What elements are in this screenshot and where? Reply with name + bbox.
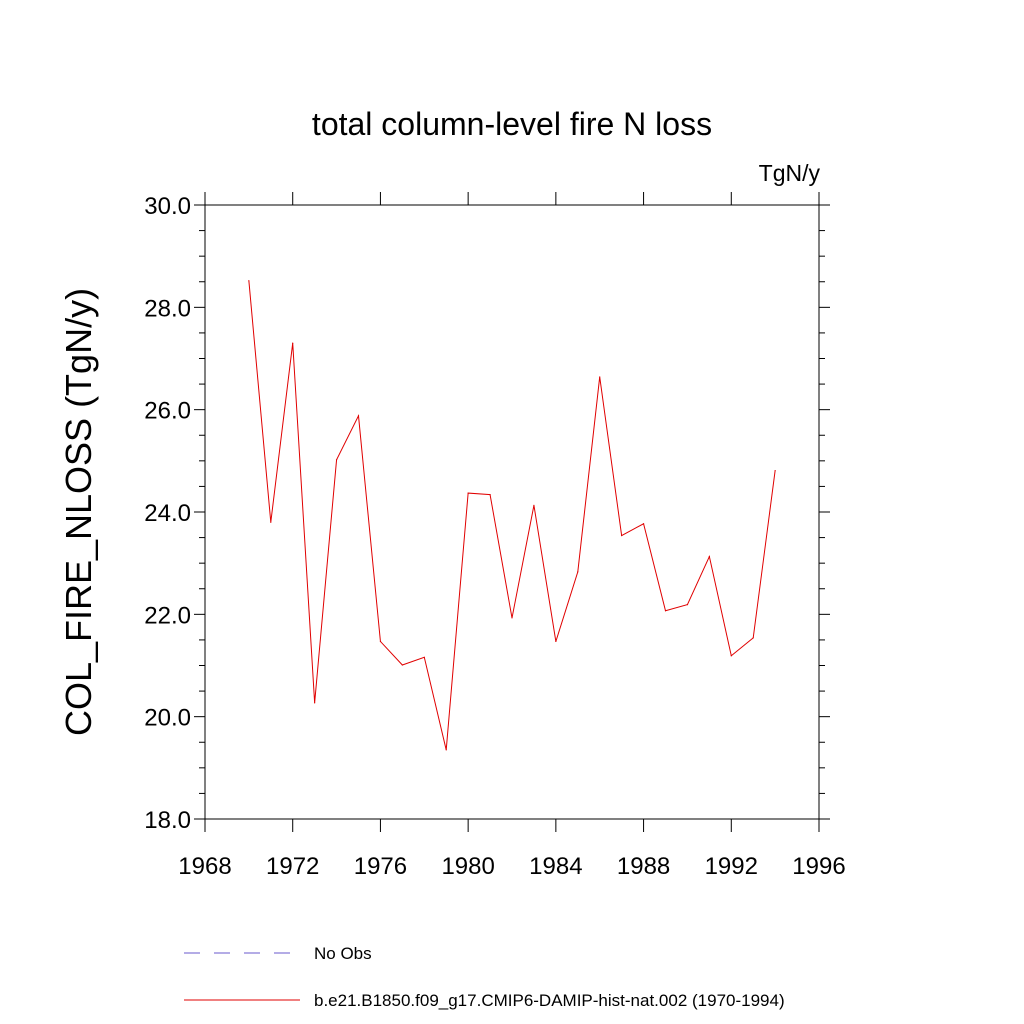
series-layer [248, 280, 776, 751]
data-point [577, 571, 579, 573]
units-label: TgN/y [759, 160, 821, 186]
y-tick-label: 22.0 [144, 602, 191, 629]
data-point [708, 555, 710, 558]
data-point [467, 492, 469, 494]
data-point [752, 637, 754, 639]
x-tick-label: 1976 [354, 853, 407, 880]
data-point [642, 523, 645, 525]
legend-label-0: No Obs [314, 944, 372, 963]
x-tick-label: 1984 [529, 853, 582, 880]
data-point [292, 342, 294, 344]
legend-label-1: b.e21.B1850.f09_g17.CMIP6-DAMIP-hist-nat… [314, 991, 785, 1010]
y-tick-label: 18.0 [144, 807, 191, 834]
y-tick-label: 24.0 [144, 500, 191, 527]
data-point [533, 504, 535, 506]
data-point [599, 376, 601, 378]
data-point [621, 534, 623, 537]
y-tick-label: 28.0 [144, 295, 191, 322]
data-point [664, 610, 667, 612]
data-point [730, 655, 732, 657]
data-point [379, 640, 382, 643]
data-point [314, 702, 316, 704]
x-tick-label: 1972 [266, 853, 319, 880]
data-point [555, 640, 557, 643]
data-point [248, 280, 250, 282]
data-point [270, 521, 272, 523]
data-point [445, 749, 447, 751]
x-tick-label: 1968 [178, 853, 231, 880]
series-line-1 [248, 280, 776, 751]
data-point [774, 469, 776, 472]
data-point [335, 459, 338, 461]
y-tick-label: 30.0 [144, 193, 191, 220]
data-point [357, 415, 360, 417]
chart-title: total column-level fire N loss [312, 106, 712, 142]
plot-frame [204, 204, 820, 820]
data-point [511, 617, 513, 619]
legend: No Obs b.e21.B1850.f09_g17.CMIP6-DAMIP-hi… [184, 944, 785, 1010]
data-point [686, 604, 689, 606]
axis-ticks: 18.0 20.0 22.0 24.0 26.0 28.0 30.0 1968 1972 1976… [144, 192, 846, 880]
x-tick-label: 1980 [441, 853, 494, 880]
data-point [401, 664, 403, 666]
x-tick-label: 1992 [705, 853, 758, 880]
x-tick-label: 1996 [792, 853, 845, 880]
data-point [423, 656, 425, 658]
data-point [489, 494, 491, 496]
y-tick-label: 20.0 [144, 705, 191, 732]
x-tick-label: 1988 [617, 853, 670, 880]
y-axis-label: COL_FIRE_NLOSS (TgN/y) [58, 288, 99, 736]
y-tick-label: 26.0 [144, 398, 191, 425]
